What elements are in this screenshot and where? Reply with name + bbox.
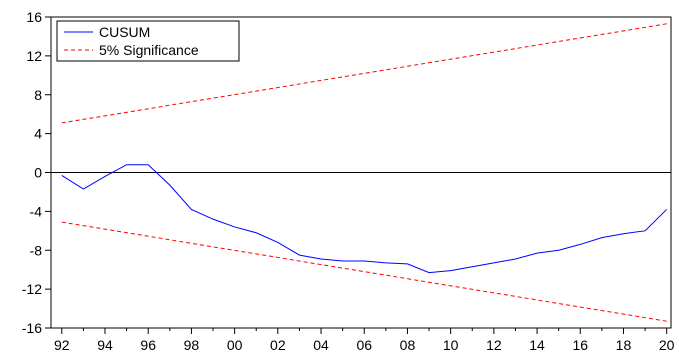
legend-box: [56, 20, 240, 62]
x-tick-label: 14: [529, 337, 545, 353]
y-tick-label: -4: [30, 203, 43, 219]
legend-label-cusum: CUSUM: [99, 24, 150, 40]
y-tick-label: -12: [22, 281, 42, 297]
legend-label-significance: 5% Significance: [99, 42, 199, 58]
x-tick-label: 04: [313, 337, 329, 353]
cusum-line: [61, 164, 668, 274]
y-tick-label: -8: [30, 242, 43, 258]
y-tick-label: 8: [34, 87, 42, 103]
x-tick-label: 12: [486, 337, 502, 353]
x-tick-label: 18: [616, 337, 632, 353]
y-axis: 16 12 8 4 0 -4 -8 -12 -16: [22, 9, 51, 336]
x-axis: 92 94 96 98 00 02 04 06 08 10 12 14 16 18 20: [54, 328, 675, 353]
x-tick-label: 94: [97, 337, 113, 353]
x-tick-label: 10: [443, 337, 459, 353]
x-tick-label: 96: [140, 337, 156, 353]
x-tick-label: 92: [54, 337, 70, 353]
x-tick-label: 02: [270, 337, 286, 353]
y-tick-label: 4: [34, 126, 42, 142]
x-tick-label: 00: [227, 337, 243, 353]
y-tick-label: 12: [26, 48, 42, 64]
legend: CUSUM 5% Significance: [56, 20, 240, 62]
y-tick-label: 16: [26, 9, 42, 25]
y-tick-label: 0: [34, 165, 42, 181]
series-layer: [61, 23, 668, 322]
x-tick-label: 06: [356, 337, 372, 353]
y-tick-label: -16: [22, 320, 42, 336]
x-tick-label: 98: [184, 337, 200, 353]
x-tick-label: 16: [572, 337, 588, 353]
x-tick-label: 08: [400, 337, 416, 353]
x-tick-label: 20: [659, 337, 675, 353]
